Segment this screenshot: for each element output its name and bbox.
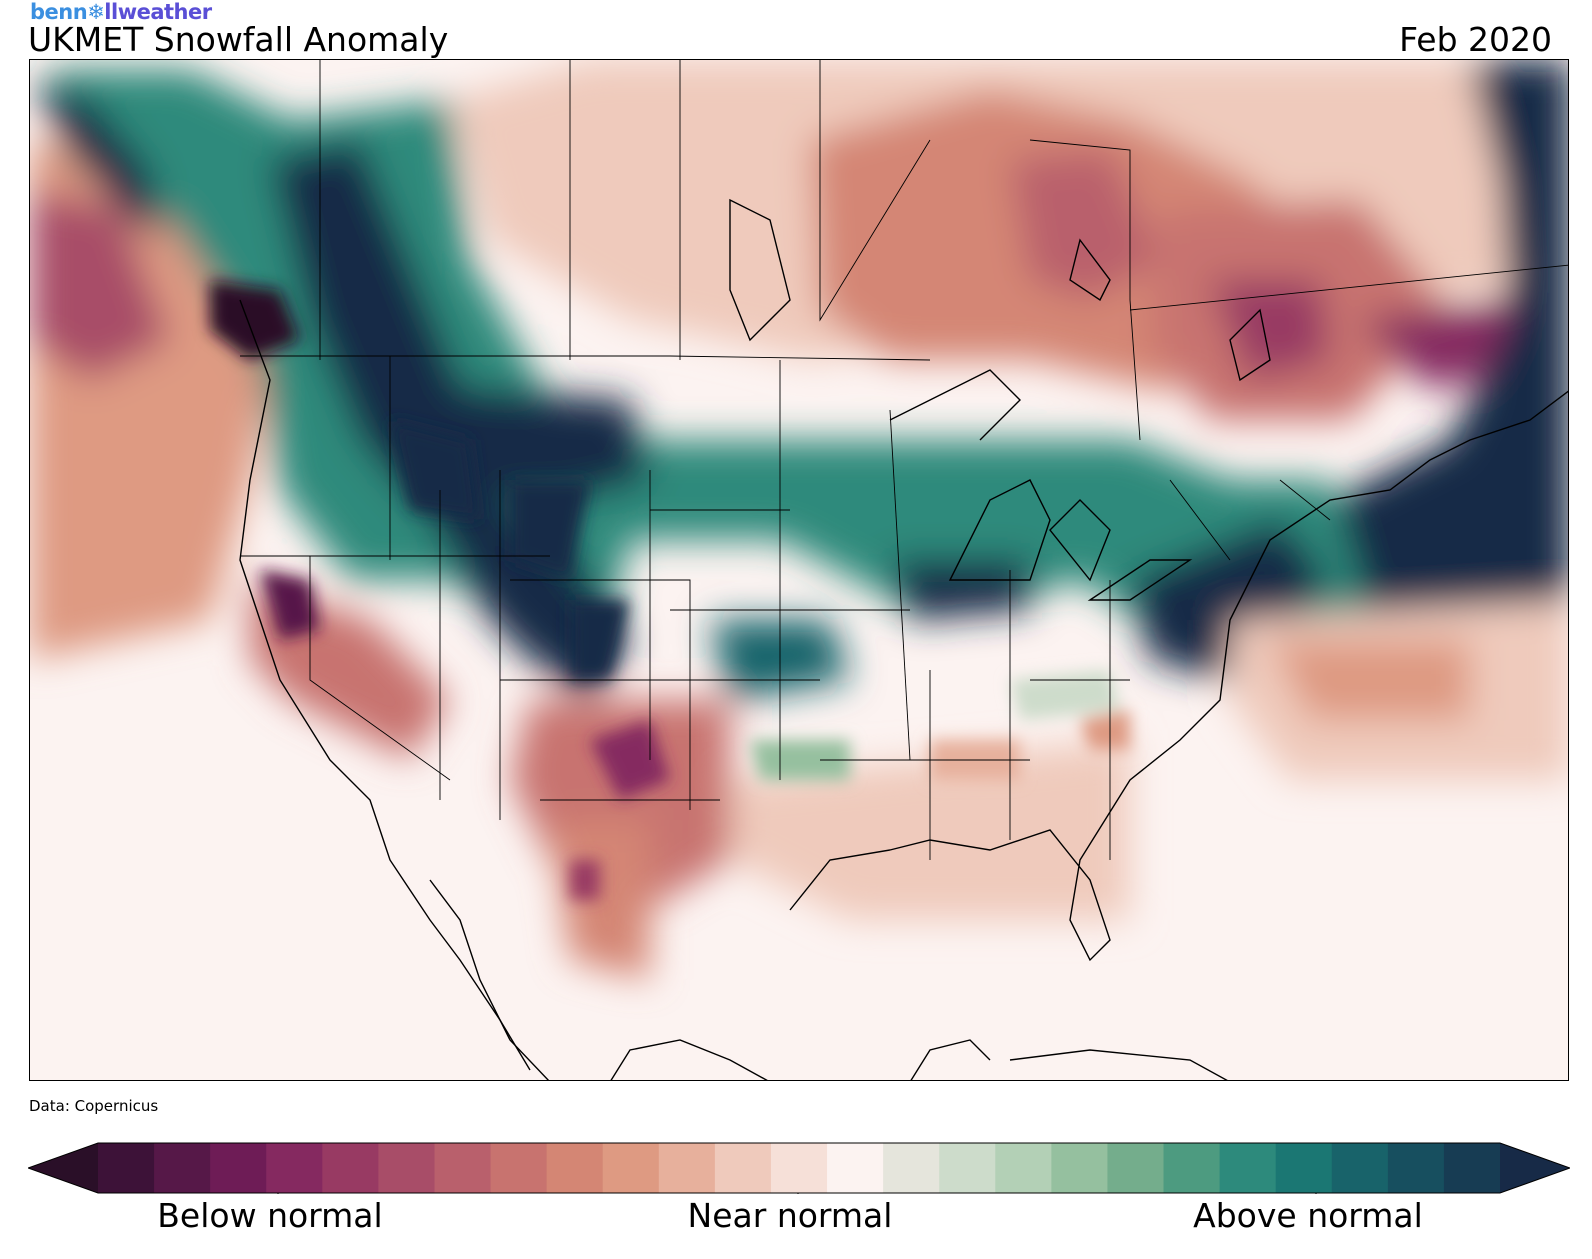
colorbar-cell (1275, 1143, 1333, 1193)
legend-near-label: Near normal (687, 1196, 893, 1235)
colorbar-cell (770, 1143, 828, 1193)
colorbar (28, 1142, 1570, 1194)
colorbar-cell (1163, 1143, 1221, 1193)
colorbar-cell (266, 1143, 323, 1193)
colorbar-cell (546, 1143, 604, 1193)
data-source: Data: Copernicus (29, 1097, 159, 1115)
colorbar-cell (1051, 1143, 1108, 1193)
brand-logo: benn❄llweather (30, 0, 212, 24)
colorbar-cell (939, 1143, 996, 1193)
colorbar-outline (28, 1142, 1570, 1194)
legend-above-label: Above normal (1193, 1196, 1423, 1235)
colorbar-cell (602, 1143, 660, 1193)
brand-text-part1: benn (30, 0, 88, 24)
snowflake-icon: ❄ (87, 0, 105, 24)
legend-below-label: Below normal (157, 1196, 383, 1235)
map-title: UKMET Snowfall Anomaly (28, 20, 449, 59)
colorbar-cell (1219, 1143, 1277, 1193)
colorbar-cell (995, 1143, 1052, 1193)
colorbar-cell (490, 1143, 548, 1193)
colorbar-cell (1107, 1143, 1165, 1193)
colorbar-cell (658, 1143, 716, 1193)
colorbar-cell (210, 1143, 267, 1193)
colorbar-cell (98, 1143, 155, 1193)
map-canvas (30, 60, 1568, 1080)
brand-text-part2: llweather (104, 0, 212, 24)
colorbar-cell (154, 1143, 211, 1193)
anomaly-fields-wide (30, 60, 1568, 980)
colorbar-cell (322, 1143, 379, 1193)
coastlines (239, 198, 1568, 1080)
colorbar-cell (883, 1143, 940, 1193)
anomaly-map (29, 59, 1569, 1081)
state-borders (240, 60, 1568, 860)
colorbar-extend-low (28, 1143, 98, 1193)
colorbar-extend-high (1500, 1143, 1570, 1193)
anomaly-fields-fine (210, 280, 1130, 900)
colorbar-cell (434, 1143, 492, 1193)
colorbar-cell (827, 1143, 884, 1193)
colorbar-cell (378, 1143, 435, 1193)
colorbar-cell (714, 1143, 772, 1193)
colorbar-cell (1331, 1143, 1389, 1193)
colorbar-cell (1387, 1143, 1445, 1193)
colorbar-cell (1443, 1143, 1501, 1193)
map-date: Feb 2020 (1399, 20, 1552, 59)
